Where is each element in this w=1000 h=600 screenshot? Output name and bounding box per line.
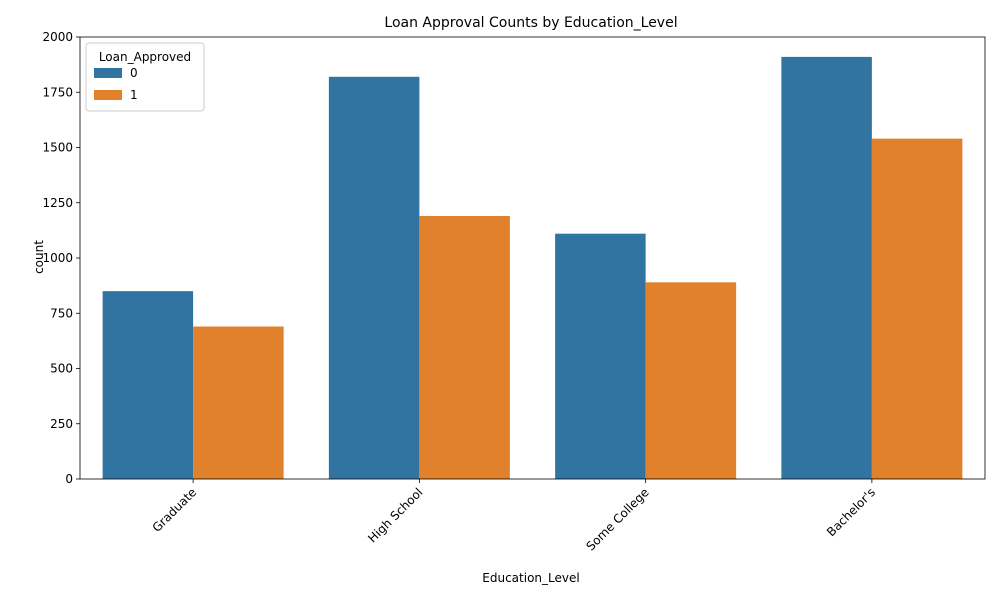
y-tick-label: 0 — [65, 472, 73, 486]
bars — [102, 56, 963, 479]
y-tick-label: 500 — [50, 362, 73, 376]
bar-graduate-series-1 — [193, 326, 284, 479]
bar-graduate-series-0 — [102, 291, 194, 479]
legend-swatch-1 — [94, 90, 122, 100]
y-axis: 0 250 500 750 1000 1250 1500 1750 2000 — [42, 30, 80, 486]
y-tick-label: 250 — [50, 417, 73, 431]
x-tick-label: Graduate — [150, 485, 200, 535]
x-tick-label: High School — [365, 485, 425, 545]
legend-label-0: 0 — [130, 66, 138, 80]
bar-some-college-series-0 — [555, 233, 646, 479]
x-tick-label: Some College — [583, 485, 651, 553]
legend-title: Loan_Approved — [99, 50, 191, 64]
chart-title: Loan Approval Counts by Education_Level — [384, 15, 677, 31]
y-tick-label: 1250 — [42, 196, 73, 210]
y-tick-label: 1500 — [42, 141, 73, 155]
bar-some-college-series-1 — [645, 282, 737, 479]
plot-frame — [79, 36, 986, 480]
bar-high-school-series-0 — [328, 76, 420, 479]
legend-label-1: 1 — [130, 88, 138, 102]
y-tick-label: 2000 — [42, 30, 73, 44]
y-tick-label: 1750 — [42, 85, 73, 99]
x-axis-label: Education_Level — [482, 571, 579, 585]
x-tick-label: Bachelor's — [824, 485, 878, 539]
legend-swatch-0 — [94, 68, 122, 78]
y-tick-label: 750 — [50, 306, 73, 320]
x-axis: Graduate High School Some College Bachelor'… — [150, 479, 878, 554]
bar-bachelor-s-series-1 — [871, 138, 963, 479]
bar-bachelor-s-series-0 — [781, 56, 872, 479]
legend-items: 01 — [94, 66, 138, 102]
bar-high-school-series-1 — [419, 216, 510, 479]
legend: Loan_Approved 01 — [85, 42, 205, 112]
y-axis-label: count — [32, 240, 46, 274]
y-tick-label: 1000 — [42, 251, 73, 265]
